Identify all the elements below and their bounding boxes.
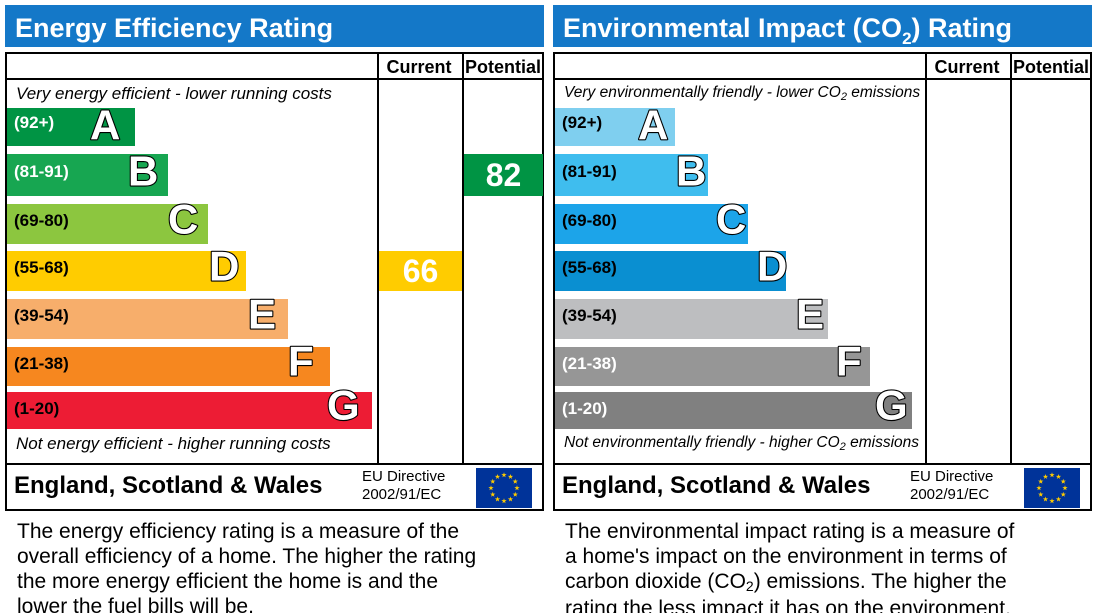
- svg-text:B: B: [128, 148, 158, 195]
- svg-text:E: E: [248, 291, 276, 338]
- svg-text:G: G: [875, 382, 908, 429]
- svg-text:C: C: [716, 196, 746, 243]
- svg-text:F: F: [836, 338, 862, 385]
- svg-text:A: A: [90, 102, 120, 149]
- svg-text:C: C: [168, 196, 198, 243]
- svg-text:A: A: [638, 102, 668, 149]
- svg-text:D: D: [209, 243, 239, 290]
- svg-text:D: D: [757, 243, 787, 290]
- svg-text:G: G: [327, 382, 360, 429]
- svg-text:F: F: [288, 338, 314, 385]
- svg-text:E: E: [796, 291, 824, 338]
- svg-text:B: B: [676, 148, 706, 195]
